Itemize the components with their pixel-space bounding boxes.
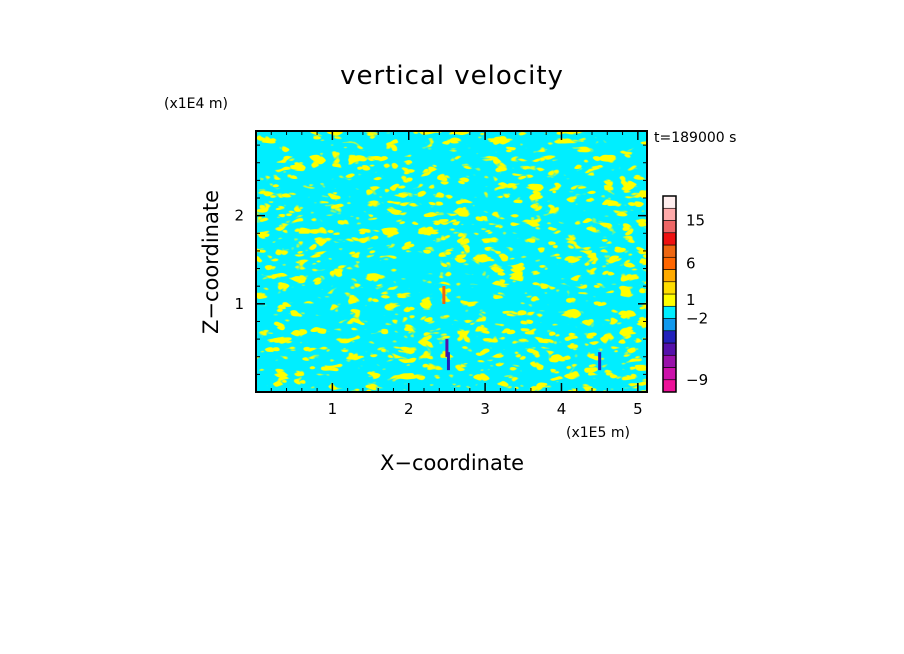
positive-velocity-bands <box>256 131 647 392</box>
colorbar-label: −9 <box>686 371 708 389</box>
y-unit-label: (x1E4 m) <box>164 96 228 112</box>
y-axis-title: Z−coordinate <box>199 190 223 334</box>
colorbar-swatch <box>662 256 677 270</box>
colorbar-labels: 15 6 1−2 −9 <box>686 212 708 389</box>
colorbar-swatch <box>662 244 677 258</box>
x-tick-label: 3 <box>480 400 490 418</box>
plot-frame <box>255 130 648 393</box>
colorbar-label: 1 <box>686 291 696 309</box>
colorbar-label: −2 <box>686 310 708 328</box>
colorbar-swatch <box>662 293 677 307</box>
colorbar-label: 6 <box>686 254 696 272</box>
x-tick-label: 2 <box>404 400 414 418</box>
colorbar-swatch <box>662 195 677 209</box>
colorbar-swatch <box>662 330 677 344</box>
x-axis-ticks: 1 2 3 4 5 <box>270 131 643 418</box>
extreme-spot <box>445 338 449 357</box>
extreme-spot <box>442 286 446 305</box>
colorbar-swatch <box>662 269 677 283</box>
extreme-spot <box>598 352 602 371</box>
extreme-value-spots <box>442 286 602 371</box>
colorbar-swatch <box>662 207 677 221</box>
x-tick-label: 1 <box>328 400 338 418</box>
x-unit-label: (x1E5 m) <box>566 425 630 441</box>
extreme-spot <box>446 352 450 371</box>
colorbar-swatch <box>662 220 677 234</box>
colorbar-swatch <box>662 318 677 332</box>
x-tick-label: 4 <box>557 400 567 418</box>
velocity-field <box>256 131 647 392</box>
time-label: t=189000 s <box>654 130 736 146</box>
colorbar-swatch <box>662 232 677 246</box>
colorbar-swatch <box>662 305 677 319</box>
y-tick-label: 1 <box>234 295 244 313</box>
colorbar-label: 15 <box>686 212 705 230</box>
colorbar-swatch <box>662 281 677 295</box>
colorbar <box>662 195 677 393</box>
colorbar-swatch <box>662 342 677 356</box>
y-tick-label: 2 <box>234 207 244 225</box>
x-axis-title: X−coordinate <box>380 451 524 475</box>
colorbar-frame <box>662 195 677 393</box>
colorbar-swatch <box>662 354 677 368</box>
colorbar-swatch <box>662 379 677 393</box>
chart-title: vertical velocity <box>340 61 564 91</box>
y-axis-ticks: 12 <box>234 144 647 375</box>
colorbar-swatch <box>662 367 677 381</box>
x-tick-label: 5 <box>633 400 643 418</box>
